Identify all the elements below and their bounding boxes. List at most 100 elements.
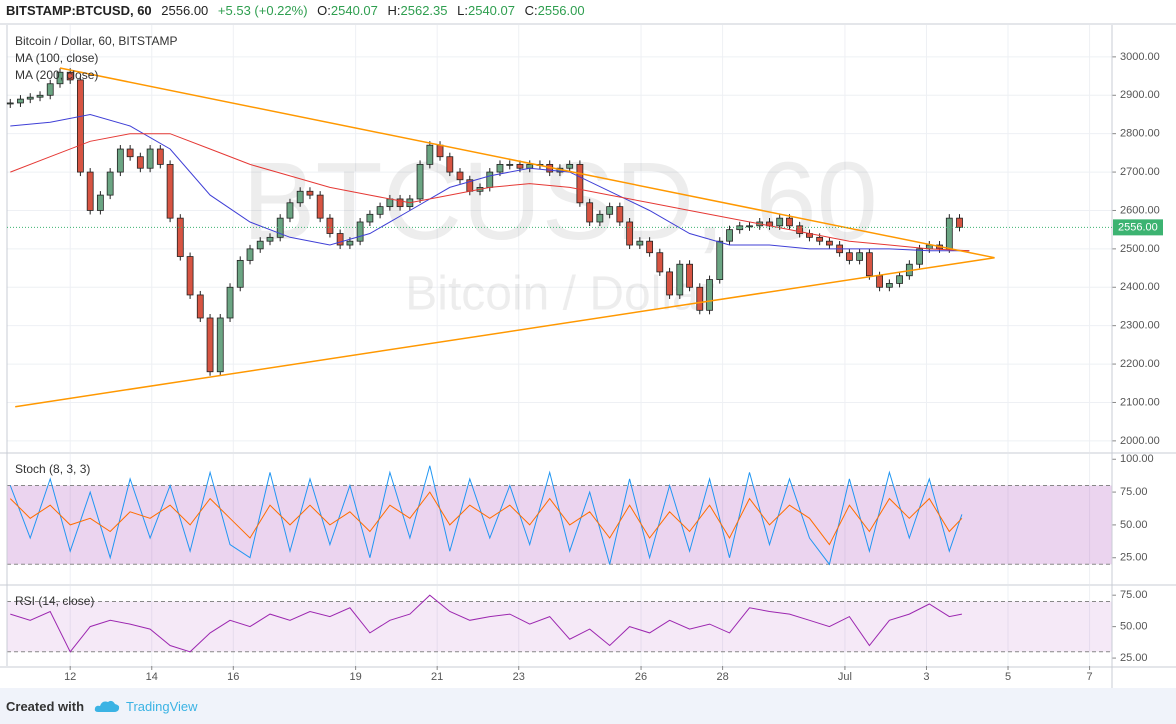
ohlc-value: 2540.07 (331, 3, 378, 18)
candle (46, 83, 54, 96)
candle (216, 317, 224, 373)
candle (796, 225, 804, 234)
y-tick-label: 3000.00 (1120, 51, 1160, 63)
candle (256, 240, 264, 250)
candle (486, 171, 494, 188)
x-tick-label: 14 (146, 671, 158, 683)
footer: Created with TradingView (0, 688, 1176, 724)
candle (706, 279, 713, 311)
band (7, 601, 1112, 652)
background (0, 0, 1176, 688)
created-with: Created with (6, 698, 85, 714)
candle (816, 236, 824, 242)
candle (626, 221, 634, 246)
candle (86, 171, 94, 211)
symbol: BITSTAMP:BTCUSD, 60 (6, 3, 152, 18)
candle (456, 171, 464, 181)
candle (636, 240, 644, 246)
change: +5.53 (+0.22%) (218, 3, 308, 18)
header: BITSTAMP:BTCUSD, 60 2556.00 +5.53 (+0.22… (6, 3, 585, 18)
candle (106, 171, 114, 196)
candle (136, 156, 144, 169)
y-tick-label: 25.00 (1120, 552, 1148, 564)
candle (26, 96, 34, 100)
candle (156, 148, 164, 165)
x-tick-label: 16 (227, 671, 239, 683)
y-tick-label: 2200.00 (1120, 358, 1160, 370)
brand[interactable]: TradingView (126, 698, 198, 714)
y-tick-label: 2500.00 (1120, 243, 1160, 255)
x-tick-label: 7 (1087, 671, 1093, 683)
candle (656, 252, 664, 273)
y-tick-label: 100.00 (1120, 453, 1154, 465)
candle (376, 206, 384, 215)
candle (36, 94, 44, 98)
price: 2556.00 (161, 3, 208, 18)
ohlc-value: 2540.07 (468, 3, 515, 18)
candle (516, 163, 524, 169)
candle (166, 163, 174, 219)
candle (586, 202, 594, 223)
y-tick-label: 2700.00 (1120, 166, 1160, 178)
candle (396, 198, 404, 208)
candle (356, 221, 364, 242)
candle (426, 144, 434, 165)
candle (646, 240, 654, 254)
x-tick-label: Jul (838, 671, 852, 683)
candle (266, 236, 274, 242)
candle (885, 283, 893, 288)
candle (716, 240, 724, 280)
candle (306, 190, 314, 196)
candle (116, 148, 124, 173)
candle (896, 275, 903, 284)
y-tick-label: 50.00 (1120, 519, 1148, 531)
y-tick-label: 75.00 (1120, 486, 1148, 498)
candle (76, 79, 84, 173)
candle (496, 163, 504, 173)
candle (865, 252, 873, 277)
candle (96, 194, 104, 211)
x-tick-label: 19 (350, 671, 362, 683)
candle (56, 71, 64, 85)
candle (776, 217, 784, 227)
candle (176, 217, 184, 257)
x-tick-label: 28 (716, 671, 728, 683)
candle (236, 259, 244, 288)
candle (686, 263, 693, 288)
ohlc-key: L: (457, 3, 468, 18)
indicator-line (9, 465, 963, 566)
candle (856, 252, 864, 261)
moving-average (10, 133, 970, 252)
x-tick-label: 21 (431, 671, 443, 683)
candle (286, 202, 294, 219)
y-tick-label: 2600.00 (1120, 204, 1160, 216)
candle (526, 163, 534, 169)
y-tick-label: 75.00 (1120, 589, 1148, 601)
candle (316, 194, 324, 219)
candle (146, 148, 154, 169)
candle (336, 233, 344, 246)
candle (726, 229, 733, 242)
candle (566, 163, 574, 169)
ohlc-key: C: (525, 3, 538, 18)
legend-entry: MA (100, close) (15, 51, 98, 65)
candle (416, 163, 424, 200)
candle (916, 248, 923, 265)
ohlc-value: 2556.00 (538, 3, 585, 18)
logo (94, 700, 120, 712)
y-tick-label: 2100.00 (1120, 396, 1160, 408)
candle (226, 286, 234, 319)
candle (956, 217, 963, 228)
candle (676, 263, 684, 296)
candle (66, 71, 74, 81)
candle (326, 217, 334, 234)
candle (786, 217, 793, 227)
candle (616, 206, 624, 223)
y-tick-label: 50.00 (1120, 621, 1148, 633)
x-tick-label: 12 (64, 671, 76, 683)
band (7, 485, 1112, 565)
legend-entry: Bitcoin / Dollar, 60, BITSTAMP (15, 34, 178, 48)
y-tick-label: 2400.00 (1120, 281, 1160, 293)
candle (696, 286, 704, 311)
